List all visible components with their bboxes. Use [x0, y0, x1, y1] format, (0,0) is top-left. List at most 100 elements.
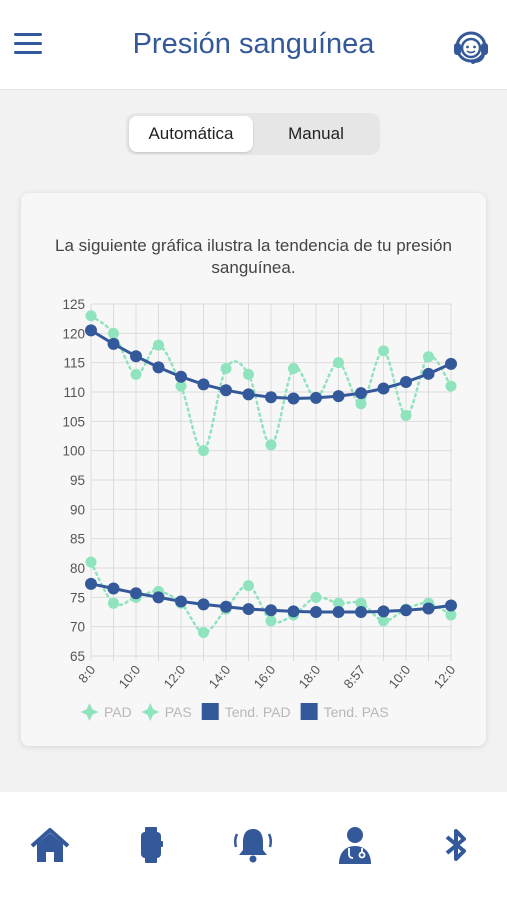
- data-point-pas: [288, 363, 299, 375]
- y-tick-label: 85: [70, 532, 85, 547]
- data-point-pad: [265, 615, 277, 627]
- data-point-tend-pad: [310, 606, 322, 618]
- data-point-tend-pas: [197, 378, 210, 391]
- data-point-tend-pas: [422, 367, 435, 380]
- x-tick-label: 10:0: [386, 662, 414, 691]
- data-point-tend-pad: [197, 598, 210, 611]
- x-tick-label: 18:0: [296, 662, 324, 691]
- x-tick-label: 8:57: [341, 662, 369, 691]
- data-point-pas: [333, 357, 344, 369]
- x-tick-label: 8:0: [75, 662, 98, 685]
- data-point-tend-pas: [377, 382, 390, 395]
- page-title: Presión sanguínea: [132, 28, 375, 60]
- y-tick-label: 70: [70, 620, 85, 635]
- data-point-tend-pad: [265, 604, 277, 617]
- data-point-pas: [198, 445, 209, 457]
- data-point-tend-pad: [85, 577, 97, 590]
- series-line-pas: [89, 314, 453, 452]
- legend-label-tend-pas: Tend. PAS: [324, 704, 389, 720]
- y-tick-label: 115: [63, 356, 85, 371]
- home-icon[interactable]: [27, 822, 73, 868]
- tab-automatica[interactable]: Automática: [129, 116, 253, 152]
- data-point-pad: [85, 556, 97, 568]
- headset-support-icon[interactable]: [450, 26, 492, 68]
- data-point-tend-pad: [107, 582, 120, 595]
- x-tick-label: 12:0: [161, 662, 189, 691]
- y-tick-label: 90: [70, 502, 85, 517]
- data-point-pas: [423, 351, 434, 363]
- data-point-tend-pas: [400, 376, 412, 389]
- x-tick-label: 12:0: [431, 662, 459, 691]
- data-point-tend-pas: [287, 392, 300, 405]
- data-point-pad: [355, 597, 367, 609]
- data-point-tend-pas: [85, 324, 97, 337]
- tab-manual[interactable]: Manual: [288, 124, 344, 143]
- legend-swatch-tend-pas: [300, 703, 318, 720]
- data-point-tend-pad: [287, 605, 300, 618]
- data-point-tend-pas: [107, 337, 120, 350]
- legend-label-tend-pad: Tend. PAD: [225, 704, 291, 720]
- data-point-pad: [108, 597, 119, 609]
- data-point-tend-pas: [130, 350, 142, 363]
- chart-description: La siguiente gráfica ilustra la tendenci…: [55, 236, 452, 277]
- data-point-tend-pad: [355, 606, 367, 618]
- data-point-tend-pad: [445, 599, 457, 612]
- data-point-tend-pad: [130, 587, 142, 600]
- y-tick-label: 125: [62, 297, 85, 312]
- data-point-tend-pas: [355, 387, 367, 400]
- data-point-pas: [243, 368, 254, 380]
- data-point-tend-pad: [242, 603, 255, 616]
- bell-alarm-icon[interactable]: [230, 822, 276, 868]
- y-tick-label: 110: [63, 385, 85, 400]
- data-point-tend-pas: [310, 391, 322, 404]
- data-point-pas: [85, 310, 97, 322]
- chart-card: La siguiente gráfica ilustra la tendenci…: [21, 193, 486, 746]
- menu-icon[interactable]: [14, 33, 44, 59]
- data-point-pas: [378, 345, 389, 357]
- data-point-pad: [333, 597, 344, 609]
- data-point-pad: [198, 627, 209, 639]
- data-point-tend-pas: [242, 388, 255, 401]
- data-point-tend-pas: [332, 390, 345, 403]
- doctor-icon[interactable]: [332, 822, 378, 868]
- data-point-pas: [445, 380, 457, 392]
- y-tick-label: 95: [70, 473, 85, 488]
- data-point-tend-pas: [220, 384, 232, 397]
- legend-label-pas: PAS: [165, 704, 192, 720]
- data-point-pas: [108, 327, 119, 339]
- data-point-pas: [175, 380, 187, 392]
- y-tick-label: 75: [70, 590, 85, 605]
- data-point-tend-pad: [377, 605, 390, 618]
- data-point-pas: [265, 439, 277, 451]
- data-point-pas: [220, 363, 232, 375]
- y-tick-label: 120: [62, 326, 85, 341]
- blood-pressure-chart: 125 120 115 110 105 100 95 90 85 80 75 70 658:0 10:0 1…: [62, 297, 459, 721]
- data-point-pas: [130, 368, 142, 380]
- bluetooth-icon[interactable]: [433, 822, 479, 868]
- legend-swatch-pas: [141, 703, 160, 721]
- data-point-tend-pas: [445, 357, 457, 370]
- data-point-pad: [243, 580, 254, 592]
- data-point-pas: [355, 398, 367, 410]
- data-point-tend-pad: [220, 600, 232, 613]
- data-point-pas: [400, 409, 412, 421]
- series-line-pad: [89, 560, 453, 634]
- data-point-tend-pas: [175, 370, 187, 383]
- x-tick-label: 16:0: [251, 662, 279, 691]
- bottom-navigation: [0, 792, 507, 900]
- x-tick-label: 10:0: [116, 662, 144, 691]
- legend-swatch-pad: [80, 703, 99, 721]
- y-tick-label: 100: [62, 444, 85, 459]
- smartwatch-icon[interactable]: [128, 822, 174, 868]
- data-point-tend-pad: [332, 606, 345, 618]
- data-point-tend-pad: [175, 595, 187, 608]
- data-point-pad: [445, 609, 457, 621]
- y-tick-label: 105: [62, 414, 85, 429]
- data-point-pad: [310, 591, 322, 603]
- data-point-pas: [153, 339, 164, 351]
- legend-swatch-tend-pad: [201, 703, 219, 720]
- x-tick-label: 14:0: [206, 662, 234, 691]
- data-point-pad: [378, 615, 389, 627]
- data-point-tend-pas: [152, 361, 165, 374]
- data-point-tend-pad: [400, 604, 412, 617]
